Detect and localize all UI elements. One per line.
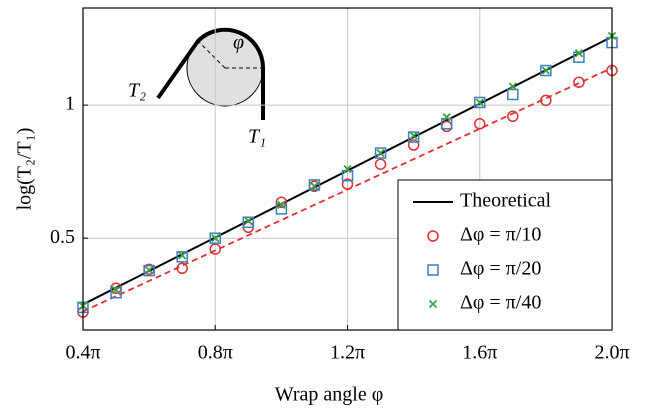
marker	[573, 76, 585, 88]
x-tick-label: 1.6π	[462, 342, 497, 364]
marker	[310, 182, 319, 191]
x-tick-label: 2.0π	[594, 342, 629, 364]
legend-label: Δφ = π/40	[460, 292, 541, 314]
marker	[508, 82, 517, 91]
marker	[144, 265, 154, 275]
x-tick-label: 0.4π	[65, 342, 100, 364]
marker	[407, 139, 420, 151]
marker	[111, 285, 121, 295]
marker	[540, 64, 552, 77]
marker	[211, 234, 220, 243]
marker	[427, 230, 439, 242]
marker	[341, 169, 354, 182]
x-axis-label: Wrap angle φ	[275, 384, 383, 406]
marker	[143, 264, 155, 277]
marker	[427, 264, 439, 276]
marker	[507, 88, 519, 101]
x-tick-label: 1.2π	[330, 342, 365, 364]
marker	[474, 96, 486, 109]
legend-label: Δφ = π/10	[460, 224, 541, 246]
marker	[343, 164, 352, 174]
marker	[442, 112, 451, 122]
angle-ray	[197, 40, 226, 69]
y-tick-label: 1	[65, 93, 75, 115]
rope	[156, 27, 266, 120]
marker	[209, 243, 221, 255]
marker	[376, 148, 385, 158]
marker	[242, 216, 255, 228]
marker	[110, 286, 122, 299]
marker	[176, 251, 188, 263]
marker	[507, 110, 519, 123]
marker	[275, 196, 288, 209]
y-tick-label: 0.5	[50, 226, 75, 248]
legend-label: Theoretical	[460, 190, 551, 212]
marker	[374, 147, 387, 159]
marker	[540, 94, 552, 107]
marker	[440, 120, 453, 133]
marker	[277, 200, 286, 210]
marker	[428, 299, 438, 309]
annotation: T₂	[128, 80, 146, 102]
marker	[541, 66, 551, 75]
marker	[308, 179, 321, 191]
legend: Theoretical Δφ = π/10 Δφ = π/20 Δφ = π/40	[397, 179, 613, 331]
marker	[409, 131, 418, 140]
marker	[178, 251, 187, 260]
annotation: φ	[233, 32, 244, 54]
marker	[440, 118, 453, 130]
marker	[341, 178, 354, 190]
y-axis-label: log(T₂/T₁)	[14, 128, 36, 211]
marker	[475, 98, 484, 107]
x-tick-label: 0.8π	[198, 342, 233, 364]
marker	[176, 262, 188, 275]
marker	[574, 49, 584, 58]
marker	[474, 118, 486, 130]
plot-frame	[82, 7, 613, 331]
marker	[374, 158, 387, 170]
marker	[407, 131, 420, 143]
inset-diagram: φ T₂ T₁	[128, 27, 266, 148]
marker	[209, 232, 221, 244]
legend-label: Δφ = π/20	[460, 258, 541, 280]
marker	[244, 216, 253, 226]
annotation: T₁	[248, 126, 266, 148]
